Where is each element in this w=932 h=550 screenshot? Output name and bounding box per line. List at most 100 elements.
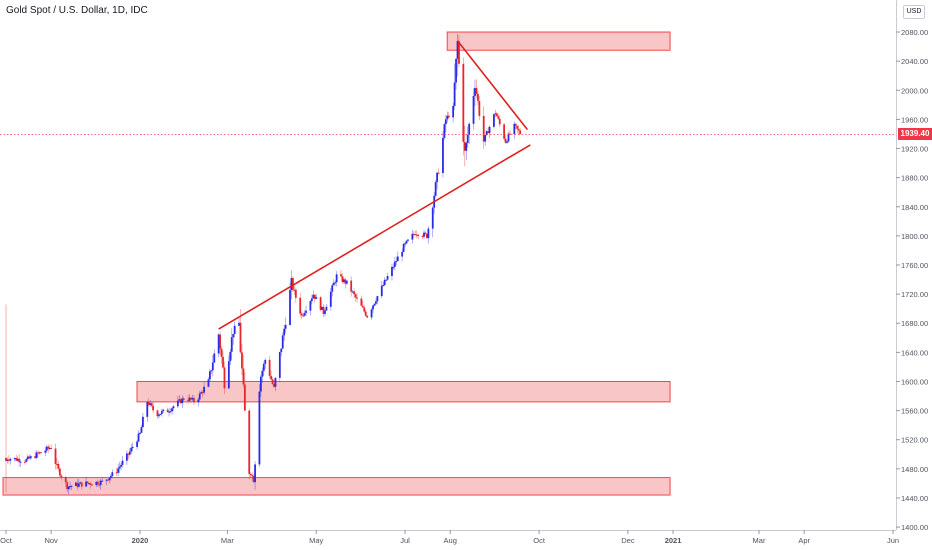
- candle-body: [380, 285, 383, 297]
- candle-body: [482, 115, 485, 142]
- candle-body: [249, 473, 252, 476]
- x-tick-label: Oct: [533, 536, 546, 545]
- candle-body: [436, 172, 439, 183]
- candle-body: [182, 398, 185, 400]
- candle-body: [456, 41, 459, 59]
- y-tick-label: 1880.00: [901, 174, 928, 183]
- candle-body: [16, 458, 19, 461]
- y-tick-label: 2080.00: [901, 28, 928, 37]
- y-tick-label: 1960.00: [901, 115, 928, 124]
- zone-rect: [2, 477, 671, 496]
- candle-body: [356, 297, 358, 299]
- candle-body: [516, 125, 519, 129]
- x-tick-label: Oct: [0, 536, 13, 545]
- candle-body: [375, 301, 377, 304]
- y-tick-label: 1680.00: [901, 319, 928, 328]
- candle-body: [274, 377, 277, 387]
- candle-body: [209, 371, 211, 380]
- candle-body: [302, 315, 305, 317]
- candle-body: [391, 266, 393, 277]
- candle-body: [24, 461, 26, 463]
- y-tick-label: 1720.00: [901, 290, 928, 299]
- candle-body: [109, 475, 112, 478]
- candle-body: [85, 481, 88, 487]
- candle-body: [477, 93, 479, 101]
- candle-body: [169, 411, 172, 413]
- candle-body: [188, 397, 191, 401]
- candle-body: [176, 400, 179, 407]
- candle-body: [475, 87, 478, 94]
- candle-body: [426, 233, 428, 239]
- candle-body: [131, 446, 134, 448]
- candle-body: [211, 362, 214, 371]
- candles: [5, 34, 522, 495]
- candle-body: [227, 361, 230, 389]
- candle-body: [248, 410, 251, 474]
- candle-body: [271, 379, 274, 384]
- candle-body: [171, 408, 173, 412]
- candle-body: [200, 392, 203, 394]
- candle-body: [67, 486, 70, 490]
- trendline: [218, 144, 531, 330]
- candle-body: [278, 352, 281, 378]
- candle-body: [310, 298, 313, 302]
- y-tick-label: 1440.00: [901, 494, 928, 503]
- y-tick-label: 2000.00: [901, 86, 928, 95]
- candle-body: [58, 468, 61, 476]
- candle-body: [60, 475, 63, 478]
- candle-body: [283, 328, 286, 336]
- candle-body: [130, 447, 133, 452]
- candle-body: [458, 41, 460, 64]
- candle-body: [407, 239, 409, 241]
- candle-body: [395, 261, 398, 263]
- candle-body: [431, 207, 434, 229]
- candle-body: [238, 322, 240, 326]
- candle-body: [79, 482, 82, 484]
- candle-body: [136, 441, 138, 447]
- candle-body: [273, 383, 275, 387]
- candle-body: [44, 450, 47, 453]
- candle-body: [15, 457, 18, 461]
- currency-button[interactable]: USD: [903, 5, 925, 19]
- candle-body: [98, 484, 101, 486]
- candle-body: [25, 459, 28, 462]
- candle-body: [509, 133, 511, 135]
- candle-body: [19, 461, 22, 463]
- candle-body: [198, 393, 201, 400]
- candle-body: [340, 274, 342, 277]
- candle-body: [361, 305, 364, 308]
- candle-body: [321, 306, 323, 310]
- candle-body: [331, 285, 334, 292]
- candle-body: [447, 115, 450, 118]
- price-scale-bg: [896, 0, 932, 550]
- candle-body: [156, 410, 159, 417]
- y-tick-label: 1480.00: [901, 465, 928, 474]
- candle-body: [293, 289, 296, 291]
- candle-body: [465, 143, 468, 151]
- candle-body: [137, 433, 140, 442]
- candle-body: [147, 402, 150, 405]
- candle-body: [8, 459, 10, 461]
- candle-body: [5, 457, 7, 461]
- candle-body: [488, 126, 491, 134]
- candle-body: [66, 482, 69, 490]
- candle-body: [345, 280, 348, 284]
- candle-body: [150, 403, 153, 406]
- candle-body: [351, 291, 354, 293]
- candle-body: [139, 432, 141, 434]
- candle-body: [229, 351, 232, 362]
- candle-body: [324, 310, 326, 314]
- x-tick-label: Nov: [44, 536, 58, 545]
- candle-body: [258, 391, 261, 465]
- candle-body: [95, 481, 98, 485]
- candle-body: [392, 266, 395, 268]
- candle-body: [251, 475, 254, 477]
- candle-body: [414, 234, 417, 236]
- candle-body: [455, 58, 457, 83]
- candle-body: [262, 363, 265, 371]
- candle-body: [50, 448, 53, 450]
- candle-body: [393, 261, 396, 267]
- candle-body: [411, 233, 414, 240]
- x-tick-label: 2021: [665, 536, 682, 545]
